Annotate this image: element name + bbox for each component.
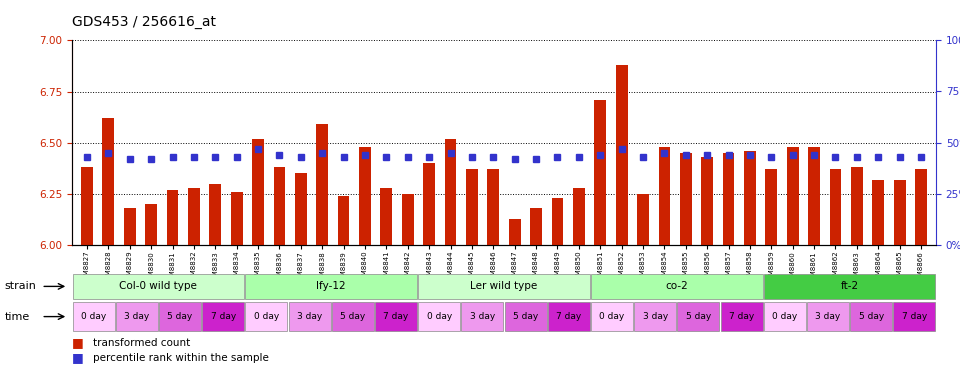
Bar <box>765 169 778 245</box>
Text: 0 day: 0 day <box>599 312 625 321</box>
Bar <box>637 194 649 245</box>
Bar <box>73 274 244 299</box>
Text: GDS453 / 256616_at: GDS453 / 256616_at <box>72 15 216 29</box>
Bar <box>124 208 135 245</box>
Bar <box>252 139 264 245</box>
Bar <box>764 302 805 332</box>
Bar <box>764 274 935 299</box>
Text: 7 day: 7 day <box>556 312 582 321</box>
Bar <box>573 188 585 245</box>
Bar <box>723 153 734 245</box>
Bar <box>851 167 863 245</box>
Bar <box>594 100 606 245</box>
Bar <box>230 192 243 245</box>
Bar <box>419 274 589 299</box>
Bar <box>787 147 799 245</box>
Text: ■: ■ <box>72 336 84 350</box>
Text: co-2: co-2 <box>665 281 688 291</box>
Bar <box>548 302 589 332</box>
Bar <box>462 302 503 332</box>
Text: 3 day: 3 day <box>124 312 150 321</box>
Bar <box>678 302 719 332</box>
Bar <box>591 302 633 332</box>
Bar <box>444 139 456 245</box>
Bar <box>915 169 927 245</box>
Bar <box>103 118 114 245</box>
Text: 0 day: 0 day <box>772 312 798 321</box>
Bar <box>530 208 542 245</box>
Bar <box>402 194 414 245</box>
Text: 5 day: 5 day <box>340 312 366 321</box>
Text: 5 day: 5 day <box>513 312 539 321</box>
Text: ■: ■ <box>72 351 84 364</box>
Text: 0 day: 0 day <box>81 312 107 321</box>
Bar <box>332 302 373 332</box>
Bar <box>721 302 762 332</box>
Text: Ler wild type: Ler wild type <box>470 281 538 291</box>
Bar <box>116 302 157 332</box>
Text: transformed count: transformed count <box>93 338 190 348</box>
Text: 3 day: 3 day <box>297 312 323 321</box>
Bar <box>419 302 460 332</box>
Bar <box>167 190 179 245</box>
Text: 3 day: 3 day <box>815 312 841 321</box>
Bar <box>744 151 756 245</box>
Text: time: time <box>5 311 30 322</box>
Text: percentile rank within the sample: percentile rank within the sample <box>93 353 269 363</box>
Text: 3 day: 3 day <box>469 312 495 321</box>
Bar <box>246 302 287 332</box>
Bar <box>635 302 676 332</box>
Bar <box>894 180 905 245</box>
Text: 5 day: 5 day <box>167 312 193 321</box>
Bar <box>807 302 849 332</box>
Text: lfy-12: lfy-12 <box>317 281 346 291</box>
Bar <box>81 167 93 245</box>
Text: ft-2: ft-2 <box>841 281 858 291</box>
Text: 3 day: 3 day <box>642 312 668 321</box>
Bar <box>680 153 691 245</box>
Bar <box>552 198 564 245</box>
Bar <box>851 302 892 332</box>
Bar <box>505 302 546 332</box>
Bar <box>591 274 762 299</box>
Text: 7 day: 7 day <box>729 312 755 321</box>
Text: 5 day: 5 day <box>685 312 711 321</box>
Text: 0 day: 0 day <box>426 312 452 321</box>
Bar <box>145 204 157 245</box>
Bar <box>159 302 201 332</box>
Bar <box>295 173 306 245</box>
Bar <box>359 147 371 245</box>
Bar <box>203 302 244 332</box>
Bar <box>466 169 478 245</box>
Bar <box>509 219 520 245</box>
Bar <box>317 124 328 245</box>
Text: Col-0 wild type: Col-0 wild type <box>119 281 198 291</box>
Bar <box>338 196 349 245</box>
Text: 7 day: 7 day <box>210 312 236 321</box>
Bar <box>246 274 417 299</box>
Bar <box>894 302 935 332</box>
Bar <box>873 180 884 245</box>
Bar <box>274 167 285 245</box>
Text: 7 day: 7 day <box>383 312 409 321</box>
Text: 5 day: 5 day <box>858 312 884 321</box>
Bar <box>615 65 628 245</box>
Text: 0 day: 0 day <box>253 312 279 321</box>
Bar <box>375 302 417 332</box>
Text: strain: strain <box>5 281 36 291</box>
Bar <box>488 169 499 245</box>
Bar <box>209 184 221 245</box>
Bar <box>829 169 841 245</box>
Bar <box>188 188 200 245</box>
Bar <box>289 302 330 332</box>
Bar <box>423 163 435 245</box>
Bar <box>659 147 670 245</box>
Bar <box>702 157 713 245</box>
Bar <box>808 147 820 245</box>
Bar <box>73 302 114 332</box>
Bar <box>380 188 393 245</box>
Text: 7 day: 7 day <box>901 312 927 321</box>
